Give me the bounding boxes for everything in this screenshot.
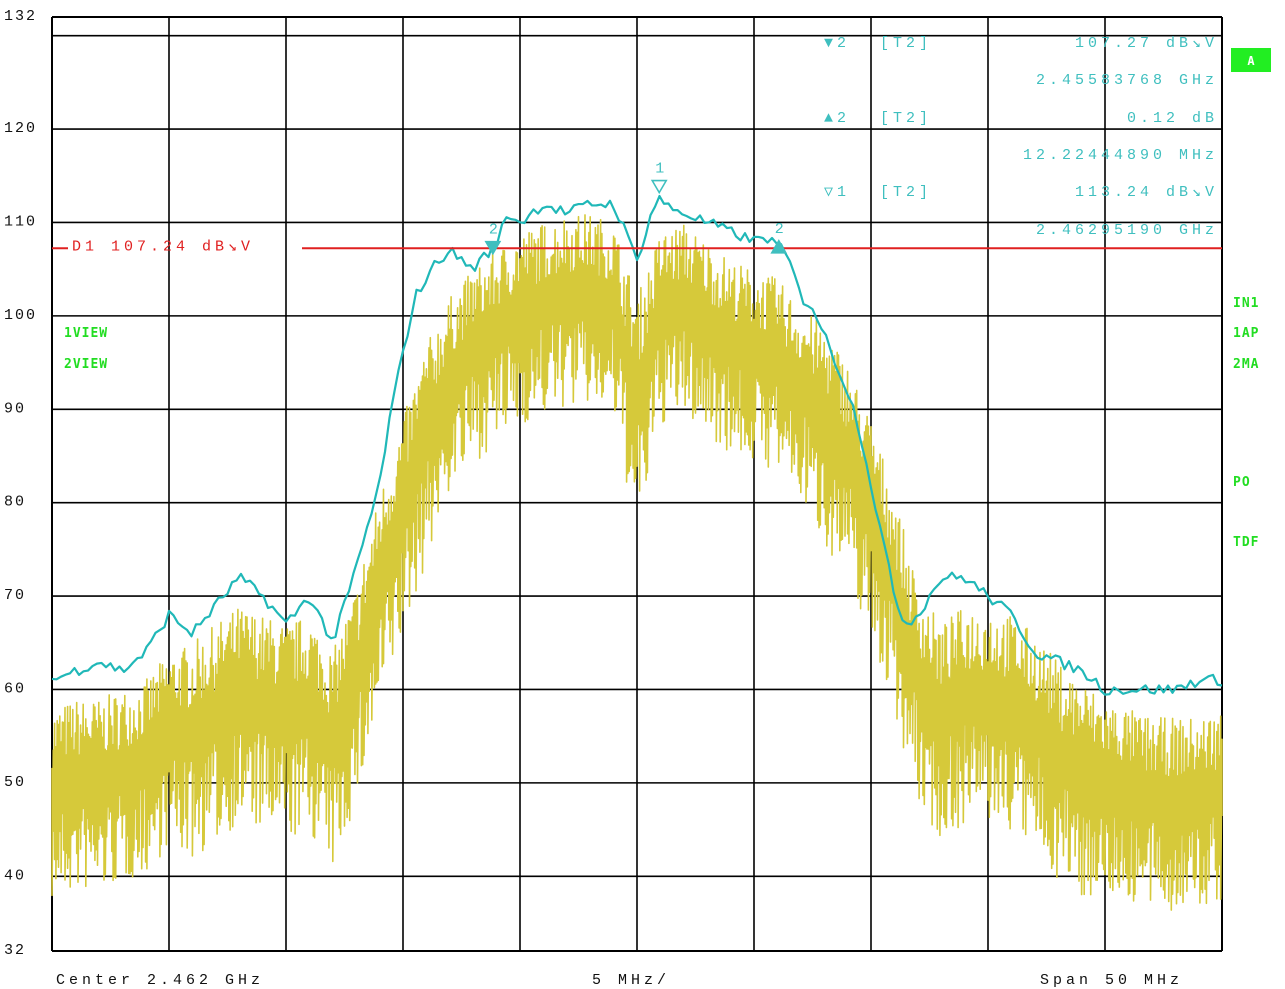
x-span-label: Span 50 MHz bbox=[1040, 972, 1183, 989]
side-label-1ap: 1AP bbox=[1233, 326, 1259, 341]
y-tick-label: 110 bbox=[4, 213, 37, 230]
marker-info-panel: ▼2 [T2] 107.27 dB↘V 2.45583768 GHz ▲2 [T… bbox=[824, 35, 1218, 239]
y-tick-label: 100 bbox=[4, 307, 37, 324]
x-center-label: Center 2.462 GHz bbox=[56, 972, 264, 989]
right-side-labels: A IN1 1AP 2MA PO TDF bbox=[1231, 48, 1271, 550]
display-line-label: D1 107.24 dB↘V bbox=[72, 238, 254, 255]
delta-2-value: 0.12 dB bbox=[1127, 110, 1218, 127]
side-label-tdf: TDF bbox=[1233, 535, 1259, 550]
marker-1-trace: [T2] bbox=[880, 184, 932, 201]
x-axis-footer: Center 2.462 GHz 5 MHz/ Span 50 MHz bbox=[56, 972, 1183, 989]
side-label-po: PO bbox=[1233, 475, 1251, 490]
marker-2-trace: [T2] bbox=[880, 35, 932, 52]
side-label-in1: IN1 bbox=[1233, 296, 1259, 311]
y-tick-label: 70 bbox=[4, 587, 26, 604]
y-tick-label: 50 bbox=[4, 774, 26, 791]
marker-points: 2 1 2 bbox=[484, 161, 788, 256]
clear-write-trace bbox=[51, 214, 1223, 911]
trace-badge-bg bbox=[1231, 48, 1271, 72]
marker-2-value: 107.27 dB↘V bbox=[1075, 35, 1218, 52]
traces bbox=[51, 194, 1223, 911]
delta-2-freq: 12.22444890 MHz bbox=[1023, 147, 1218, 164]
display-line-group: D1 107.24 dB↘V bbox=[52, 238, 1222, 255]
y-tick-label: 40 bbox=[4, 867, 26, 884]
marker-glyph bbox=[770, 239, 788, 254]
trace-badge: A bbox=[1247, 54, 1255, 68]
marker-1-value: 113.24 dB↘V bbox=[1075, 184, 1218, 201]
y-tick-label: 60 bbox=[4, 680, 26, 697]
view-label-1: 1VIEW bbox=[64, 326, 108, 341]
delta-2-trace: [T2] bbox=[880, 110, 932, 127]
view-label-2: 2VIEW bbox=[64, 357, 108, 372]
marker-glyph bbox=[650, 179, 668, 195]
marker-1-freq: 2.46295190 GHz bbox=[1036, 222, 1218, 239]
y-tick-label: 90 bbox=[4, 400, 26, 417]
marker-1-symbol: ▽1 bbox=[824, 184, 850, 201]
marker-glyph bbox=[484, 240, 502, 256]
side-label-2ma: 2MA bbox=[1233, 357, 1259, 372]
marker-number-label: 1 bbox=[655, 161, 668, 178]
x-div-label: 5 MHz/ bbox=[592, 972, 670, 989]
marker-number-label: 2 bbox=[489, 222, 502, 239]
marker-2-freq: 2.45583768 GHz bbox=[1036, 72, 1218, 89]
marker-number-label: 2 bbox=[775, 221, 788, 238]
y-tick-label: 80 bbox=[4, 494, 26, 511]
y-tick-labels: 132 120 110 100 90 80 70 60 50 40 32 bbox=[4, 8, 37, 959]
y-tick-label: 120 bbox=[4, 120, 37, 137]
y-tick-label: 132 bbox=[4, 8, 37, 25]
max-hold-trace bbox=[51, 194, 1223, 696]
delta-2-symbol: ▲2 bbox=[824, 110, 850, 127]
left-side-labels: 1VIEW 2VIEW bbox=[64, 326, 108, 372]
y-tick-label: 32 bbox=[4, 942, 26, 959]
marker-2-symbol: ▼2 bbox=[824, 35, 850, 52]
